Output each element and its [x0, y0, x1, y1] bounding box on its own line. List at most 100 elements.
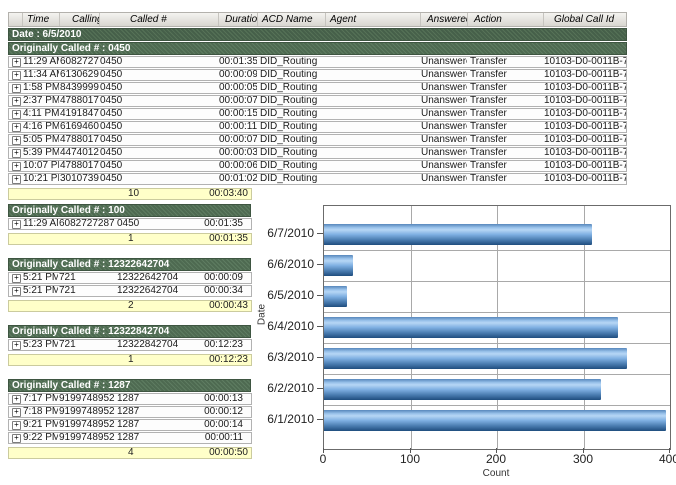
call-row[interactable]: +11:34 AM61306294320450 00:00:09DID_Routi…	[8, 69, 627, 81]
answered-cell: Unanswered	[421, 70, 467, 80]
duration-cell: 00:00:14	[204, 420, 243, 430]
count-bar	[324, 348, 627, 369]
expand-plus-icon[interactable]: +	[12, 220, 21, 229]
agent-cell	[325, 96, 420, 106]
expand-plus-icon[interactable]: +	[12, 175, 21, 184]
call-row[interactable]: +9:22 PM 9199748952 1287 00:00:11	[8, 432, 252, 444]
gridline-horizontal	[324, 280, 670, 282]
call-row[interactable]: +7:18 PM 9199748952 1287 00:00:12	[8, 406, 252, 418]
call-row[interactable]: +11:29 AM60827272870450 00:01:35DID_Routi…	[8, 56, 627, 68]
expand-plus-icon[interactable]: +	[12, 58, 21, 67]
action-cell: Transfer	[470, 135, 507, 145]
time-cell: 10:21 PM	[23, 174, 59, 184]
expand-cell: +	[9, 420, 22, 430]
time-cell: 1:58 PM	[23, 83, 59, 93]
group-band: Originally Called # : 100	[8, 204, 251, 217]
agent-cell	[325, 83, 420, 93]
call-row[interactable]: +4:16 PM61694609050450 00:00:11DID_Routin…	[8, 121, 627, 133]
duration-cell: 00:00:05	[219, 83, 257, 93]
answered-cell: Unanswered	[421, 122, 467, 132]
time-cell: 5:23 PM	[23, 340, 58, 350]
expand-plus-icon[interactable]: +	[12, 149, 21, 158]
calling-cell: 4788017770	[60, 161, 99, 171]
chart-yaxis-title: Date	[256, 303, 268, 326]
x-axis-tick-label: 0	[319, 452, 327, 466]
time-cell: 4:11 PM	[23, 109, 59, 119]
count-bar	[324, 410, 666, 431]
group-total-duration: 00:01:35	[209, 233, 248, 244]
expand-plus-icon[interactable]: +	[12, 71, 21, 80]
call-row[interactable]: +10:21 PM30107393630450 00:01:02DID_Routi…	[8, 173, 627, 185]
group-band: Originally Called # : 12322842704	[8, 325, 251, 338]
expand-cell: +	[9, 57, 22, 67]
expand-plus-icon[interactable]: +	[12, 123, 21, 132]
call-row[interactable]: +11:29 AM60827272870450 00:01:35	[8, 218, 252, 230]
group-summary-row: 10 00:03:40	[8, 188, 252, 200]
call-row[interactable]: +2:37 PM47880177700450 00:00:07DID_Routin…	[8, 95, 627, 107]
x-axis-tick	[496, 448, 497, 453]
count-by-date-chart	[323, 205, 671, 450]
expand-cell: +	[9, 407, 22, 417]
acd-cell: DID_Routing	[260, 70, 318, 80]
action-cell: Transfer	[470, 174, 507, 184]
call-row[interactable]: +5:39 PM44740122040450 00:00:03DID_Routin…	[8, 147, 627, 159]
call-row[interactable]: +9:21 PM 9199748952 1287 00:00:14	[8, 419, 252, 431]
call-row[interactable]: +5:21 PM 721 12322642704 00:00:09	[8, 272, 252, 284]
expand-plus-icon[interactable]: +	[12, 341, 21, 350]
acd-cell: DID_Routing	[260, 109, 318, 119]
y-axis-tick-label: 6/2/2010	[267, 381, 314, 395]
call-detail-table: TimeCalling party #Called #DurationACD N…	[8, 12, 627, 200]
called-cell: 0450	[100, 109, 123, 119]
expand-plus-icon[interactable]: +	[12, 110, 21, 119]
group-total-duration: 00:12:23	[209, 354, 248, 365]
call-row[interactable]: +10:07 PM47880177700450 00:00:06DID_Routi…	[8, 160, 627, 172]
y-axis-tick	[317, 419, 323, 420]
acd-cell: DID_Routing	[260, 57, 318, 67]
calling-cell: 9199748952	[59, 433, 115, 443]
group-total-duration: 00:00:50	[209, 447, 248, 458]
acd-cell: DID_Routing	[260, 174, 318, 184]
calling-cell: 9199748952	[59, 407, 115, 417]
expand-plus-icon[interactable]: +	[12, 274, 21, 283]
expand-cell: +	[9, 219, 22, 229]
expand-plus-icon[interactable]: +	[12, 434, 21, 443]
expand-plus-icon[interactable]: +	[12, 408, 21, 417]
call-row[interactable]: +5:21 PM 721 12322642704 00:00:34	[8, 285, 252, 297]
called-cell: 1287	[117, 420, 140, 430]
acd-cell: DID_Routing	[260, 135, 318, 145]
time-cell: 11:34 AM	[23, 70, 59, 80]
expand-cell: +	[9, 83, 22, 93]
column-header-global: Global Call Id	[543, 13, 628, 26]
expand-cell: +	[9, 135, 22, 145]
expand-plus-icon[interactable]: +	[12, 287, 21, 296]
duration-cell: 00:00:09	[204, 273, 243, 283]
y-axis-tick	[317, 233, 323, 234]
call-row[interactable]: +1:58 PM84399995810450 00:00:05DID_Routin…	[8, 82, 627, 94]
global_id-cell: 10103-D0-0011B-768	[544, 57, 626, 67]
call-row[interactable]: +5:23 PM 721 12322842704 00:12:23	[8, 339, 252, 351]
group-band: Originally Called # : 1287	[8, 379, 251, 392]
call-row[interactable]: +7:17 PM 9199748952 1287 00:00:13	[8, 393, 252, 405]
expand-plus-icon[interactable]: +	[12, 395, 21, 404]
call-row[interactable]: +4:11 PM41918477010450 00:00:15DID_Routin…	[8, 108, 627, 120]
group-band-0450: Originally Called # : 0450	[8, 42, 627, 55]
duration-cell: 00:00:12	[204, 407, 243, 417]
time-cell: 5:39 PM	[23, 148, 59, 158]
call-row[interactable]: +5:05 PM47880177700450 00:00:07DID_Routin…	[8, 134, 627, 146]
expand-plus-icon[interactable]: +	[12, 162, 21, 171]
expand-plus-icon[interactable]: +	[12, 421, 21, 430]
called-cell: 1287	[117, 433, 140, 443]
called-cell: 1287	[117, 394, 140, 404]
expand-cell: +	[9, 122, 22, 132]
time-cell: 5:05 PM	[23, 135, 59, 145]
calling-cell: 4788017770	[60, 135, 99, 145]
expand-cell: +	[9, 273, 22, 283]
agent-cell	[325, 109, 420, 119]
called-cell: 0450	[100, 83, 123, 93]
x-axis-tick-label: 400	[658, 452, 676, 466]
expand-plus-icon[interactable]: +	[12, 136, 21, 145]
expand-plus-icon[interactable]: +	[12, 84, 21, 93]
global_id-cell: 10103-D0-0011B-76F	[544, 70, 626, 80]
expand-plus-icon[interactable]: +	[12, 97, 21, 106]
